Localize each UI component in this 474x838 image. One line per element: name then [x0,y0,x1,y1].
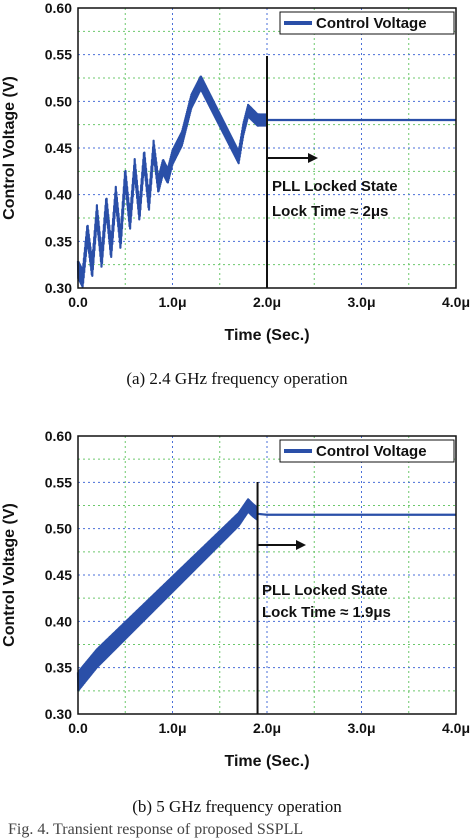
y-tick-label: 0.55 [45,47,72,63]
y-tick-label: 0.30 [45,706,72,722]
x-tick-label: 2.0μ [253,294,281,310]
grid-lines [78,8,456,288]
legend-label: Control Voltage [316,15,427,32]
y-tick-label: 0.55 [45,474,72,490]
y-tick-label: 0.40 [45,613,72,629]
legend: Control Voltage [279,439,455,463]
y-tick-label: 0.45 [45,567,72,583]
chart-2-4ghz: 0.0 1.0μ 2.0μ 3.0μ 4.0μ 0.30 0.35 0.40 0.45 0.50 0… [1,0,470,388]
annotation-lock-time: Lock Time ≈ 1.9μs [262,604,391,621]
caption: (a) 2.4 GHz frequency operation [126,369,348,388]
x-tick-label: 0.0 [68,720,88,736]
annotation-locked-state: PLL Locked State [262,582,388,599]
caption: (b) 5 GHz frequency operation [132,797,342,816]
annotation-locked-state: PLL Locked State [272,178,398,195]
x-tick-label: 3.0μ [347,720,375,736]
y-tick-label: 0.35 [45,660,72,676]
y-tick-label: 0.45 [45,140,72,156]
legend-label: Control Voltage [316,443,427,460]
x-tick-label: 2.0μ [253,720,281,736]
y-tick-label: 0.60 [45,428,72,444]
chart-5ghz: 0.0 1.0μ 2.0μ 3.0μ 4.0μ 0.30 0.35 0.40 0.45 0.50 0… [1,428,470,816]
x-tick-label: 4.0μ [442,294,470,310]
y-tick-label: 0.50 [45,93,72,109]
y-tick-label: 0.30 [45,280,72,296]
legend-box [279,11,455,35]
x-axis-label: Time (Sec.) [224,753,309,770]
plot-series [76,498,457,692]
x-tick-label: 1.0μ [158,294,186,310]
lock-arrow [267,153,318,163]
grid-lines [78,436,456,714]
tick-labels: 0.0 1.0μ 2.0μ 3.0μ 4.0μ 0.30 0.35 0.40 0.45 0.50 0… [45,0,470,310]
x-tick-label: 3.0μ [347,294,375,310]
x-tick-label: 1.0μ [158,720,186,736]
x-axis-label: Time (Sec.) [224,327,309,344]
series-control-voltage [76,498,457,692]
y-axis-label: Control Voltage (V) [1,76,18,220]
tick-labels: 0.0 1.0μ 2.0μ 3.0μ 4.0μ 0.30 0.35 0.40 0.45 0.50 0… [45,428,470,736]
x-tick-label: 4.0μ [442,720,470,736]
annotation-lock-time: Lock Time ≈ 2μs [272,203,388,220]
y-tick-label: 0.60 [45,0,72,16]
figure-footer-caption: Fig. 4. Transient response of proposed S… [8,821,303,838]
legend-box [279,439,455,463]
y-tick-label: 0.35 [45,233,72,249]
arrow-head [308,153,318,163]
legend: Control Voltage [279,11,455,35]
x-tick-label: 0.0 [68,294,88,310]
plot-frame [77,435,457,715]
lock-arrow [257,540,306,550]
y-axis-label: Control Voltage (V) [1,503,18,647]
y-tick-label: 0.40 [45,187,72,203]
y-tick-label: 0.50 [45,521,72,537]
arrow-head [296,540,306,550]
